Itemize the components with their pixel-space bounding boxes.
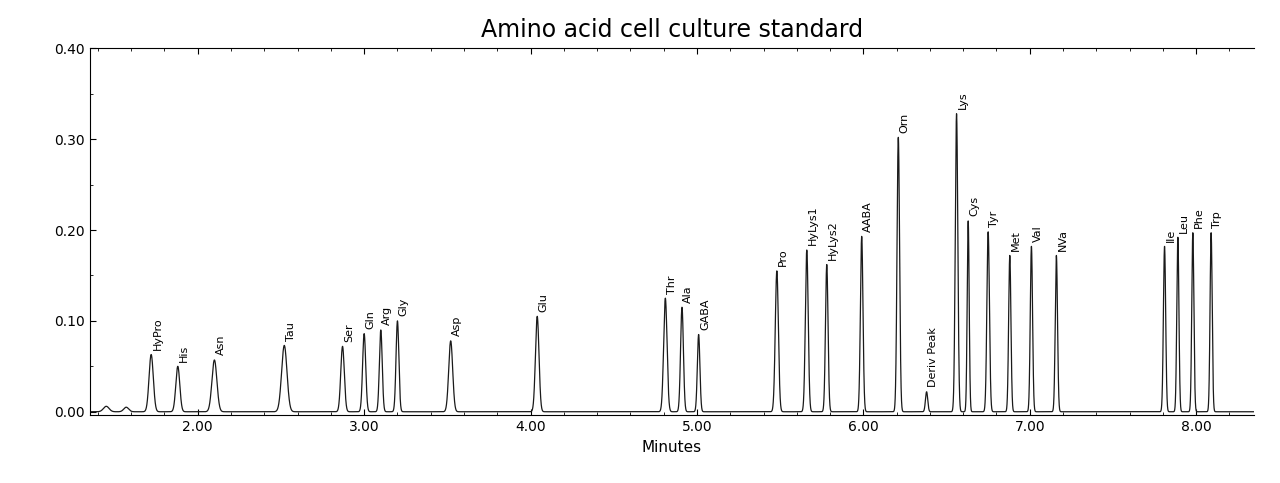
Text: HyPro: HyPro	[152, 317, 163, 350]
Title: Amino acid cell culture standard: Amino acid cell culture standard	[481, 18, 863, 42]
Text: AABA: AABA	[863, 201, 873, 232]
Text: NVa: NVa	[1057, 229, 1068, 251]
Text: Met: Met	[1011, 230, 1021, 251]
X-axis label: Minutes: Minutes	[643, 440, 701, 455]
Text: Tyr: Tyr	[989, 211, 1000, 227]
Text: Tau: Tau	[285, 322, 296, 341]
Text: Phe: Phe	[1194, 208, 1204, 228]
Text: Asp: Asp	[452, 316, 462, 336]
Text: Thr: Thr	[667, 275, 677, 294]
Text: Ser: Ser	[344, 323, 353, 342]
Text: Gln: Gln	[366, 310, 375, 329]
Text: Gly: Gly	[399, 298, 408, 316]
Text: HyLys2: HyLys2	[828, 220, 838, 260]
Text: Val: Val	[1033, 225, 1043, 242]
Text: Orn: Orn	[900, 113, 910, 133]
Text: Trp: Trp	[1212, 212, 1222, 228]
Text: Cys: Cys	[969, 196, 979, 216]
Text: Asn: Asn	[216, 335, 225, 355]
Text: Glu: Glu	[539, 293, 549, 312]
Text: His: His	[179, 344, 189, 362]
Text: Pro: Pro	[778, 249, 788, 266]
Text: Ala: Ala	[684, 285, 694, 303]
Text: Ile: Ile	[1166, 228, 1176, 242]
Text: Deriv Peak: Deriv Peak	[928, 327, 938, 387]
Text: Lys: Lys	[957, 92, 968, 109]
Text: HyLys1: HyLys1	[808, 206, 818, 245]
Text: GABA: GABA	[700, 298, 710, 330]
Text: Leu: Leu	[1179, 213, 1189, 233]
Text: Arg: Arg	[383, 306, 392, 326]
